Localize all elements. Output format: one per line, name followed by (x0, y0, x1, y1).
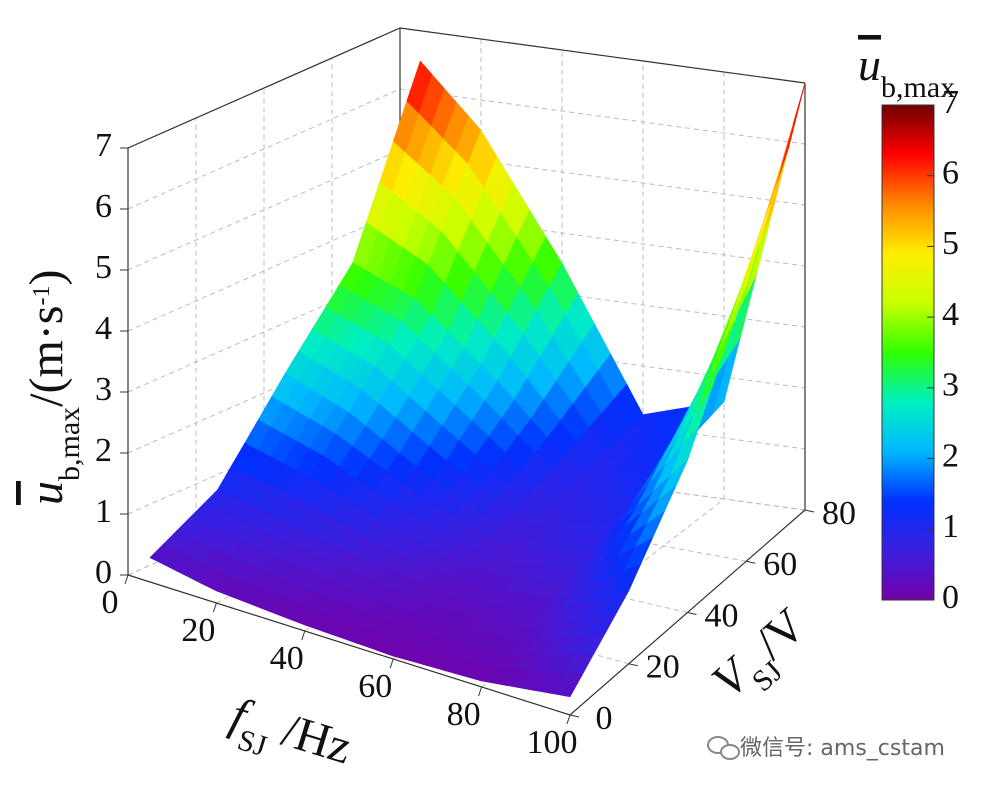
colorbar-title-part: b,max (881, 71, 955, 104)
colorbar-title: ub,max (858, 39, 955, 104)
axis-frame (127, 27, 806, 149)
y-tick (746, 560, 756, 564)
colorbar (881, 104, 935, 601)
x-tick-label: 40 (270, 640, 304, 677)
zlabel-part: ) (20, 270, 73, 286)
grid-line (195, 118, 629, 665)
x-tick-label: 20 (181, 612, 215, 649)
watermark-text: 微信号: ams_cstam (740, 736, 945, 761)
y-tick (687, 612, 697, 615)
z-tick-label: 0 (95, 554, 112, 591)
x-tick-label: 80 (447, 696, 481, 733)
xlabel-part: /Hz (265, 700, 358, 774)
x-tick (301, 630, 306, 641)
surface-patch (744, 210, 773, 299)
z-tick-label: 5 (95, 249, 112, 286)
z-tick-label: 4 (95, 310, 112, 347)
colorbar-tick-label: 4 (942, 296, 959, 333)
x-tick (124, 574, 129, 585)
x-tick-label: 60 (358, 668, 392, 705)
y-tick-label: 40 (705, 597, 739, 634)
surface-patch (551, 673, 583, 698)
colorbar-tick-label: 7 (942, 84, 959, 121)
z-tick-label: 6 (95, 188, 112, 225)
z-tick-label: 3 (95, 371, 112, 408)
colorbar-tick-label: 5 (942, 225, 959, 262)
colorbar-tick-label: 6 (942, 155, 959, 192)
y-tick (628, 663, 638, 667)
colorbar-title-part: u (858, 39, 881, 90)
zlabel-part: -1 (29, 286, 55, 306)
z-tick-label: 7 (95, 127, 112, 164)
zlabel-part: b,max (53, 407, 86, 481)
x-tick (478, 686, 483, 697)
x-tick (566, 714, 571, 725)
y-tick-label: 80 (822, 495, 856, 532)
watermark: 微信号: ams_cstam (707, 736, 945, 761)
colorbar-tick-label: 0 (942, 579, 959, 616)
colorbar-tick-label: 2 (942, 437, 959, 474)
y-tick (569, 714, 580, 718)
y-tick-label: 0 (596, 700, 613, 737)
y-tick (804, 509, 815, 513)
ylabel-part: /V (745, 598, 816, 670)
xlabel: fSJ /Hz (221, 688, 358, 787)
colorbar-tick-label: 1 (942, 508, 959, 545)
z-tick-label: 1 (95, 493, 112, 530)
x-tick-label: 0 (102, 584, 119, 621)
y-tick-label: 20 (646, 649, 680, 686)
z-tick-label: 2 (95, 432, 112, 469)
zlabel-part: /(m·s (20, 306, 73, 407)
zlabel: ub,max/(m·s-1) (20, 270, 86, 505)
y-tick-label: 60 (763, 546, 797, 583)
surface (149, 60, 806, 698)
grid-line (331, 58, 747, 562)
x-tick (212, 602, 217, 613)
x-tick-label: 100 (527, 724, 578, 761)
colorbar-tick-label: 3 (942, 367, 959, 404)
x-tick (389, 658, 394, 669)
zlabel-part: u (20, 481, 73, 505)
